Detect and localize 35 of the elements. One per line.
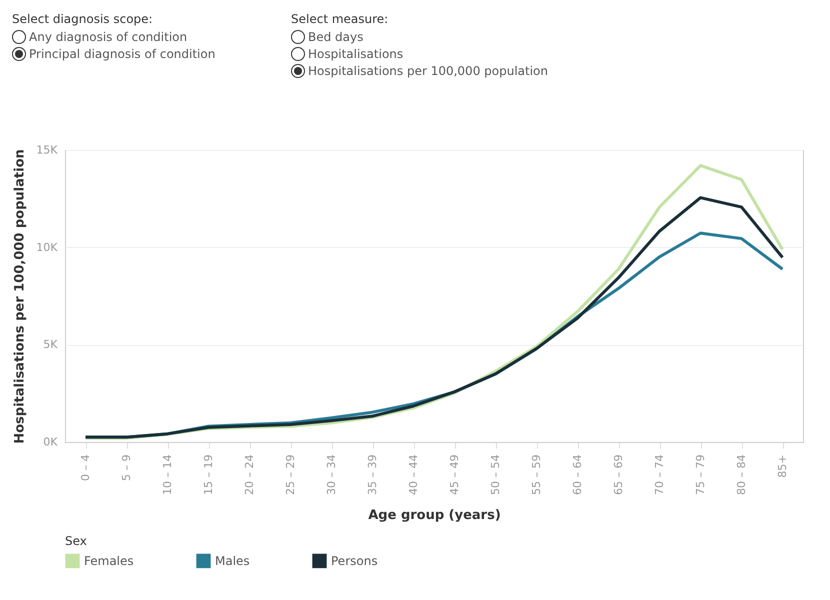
y-tick-label: 5K [43,338,58,352]
x-tick-label: 30 – 34 [325,454,338,495]
text: Hospitalisations per 100,000 population [308,64,548,78]
x-tick-label: 65 – 69 [612,454,625,495]
text: Bed days [308,30,364,44]
x-tick-label: 25 – 29 [284,454,297,495]
y-tick-label: 0K [43,436,58,448]
legend-label: Males [215,554,250,568]
text: Select measure: [291,12,390,26]
x-axis-title: Age group (years) [368,508,501,523]
text: Hospitalisations [308,46,404,60]
legend-label: Persons [331,554,378,568]
x-tick-label: 10 – 14 [161,454,174,495]
legend-label: Females [84,554,134,568]
x-tick-label: 20 – 24 [243,454,256,495]
x-tick-label: 35 – 39 [366,454,379,495]
y-tick-label: 10K [36,240,58,254]
x-tick-label: 0 – 4 [79,454,92,481]
x-tick-label: 70 – 74 [653,454,666,495]
x-tick-label: 5 – 9 [120,454,133,481]
x-tick-label: 50 – 54 [489,454,502,495]
legend-title: Sex [65,534,87,548]
x-tick-label: 75 – 79 [694,454,707,495]
x-tick-label: 55 – 59 [530,454,543,495]
y-tick-label: 15K [36,144,58,156]
x-tick-label: 45 – 49 [448,454,461,495]
text: Principal diagnosis of condition [29,46,216,60]
x-tick-label: 60 – 64 [571,454,584,495]
text: Select diagnosis scope: [12,12,154,26]
y-axis-title: Hospitalisations per 100,000 population [12,149,28,444]
x-tick-label: 15 – 19 [202,454,215,495]
text: Any diagnosis of condition [29,30,188,44]
x-tick-label: 80 – 84 [735,454,748,495]
x-tick-label: 40 – 44 [407,454,420,495]
x-tick-label: 85+ [776,454,789,478]
